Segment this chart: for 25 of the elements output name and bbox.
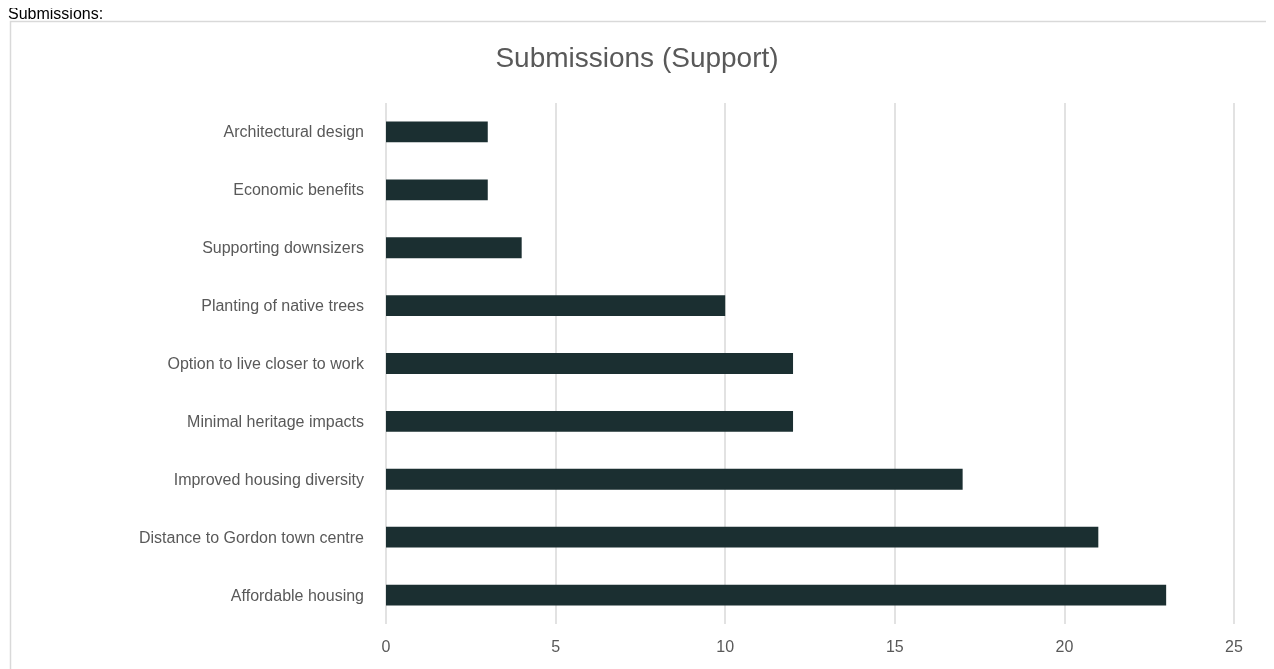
y-tick-label: Economic benefits <box>233 181 364 199</box>
y-tick-label: Affordable housing <box>230 586 364 604</box>
bar <box>386 353 794 374</box>
y-tick-label: Architectural design <box>223 123 364 141</box>
chart-title: Submissions (Support) <box>495 41 779 73</box>
bar <box>386 295 726 317</box>
x-tick-label: 5 <box>551 637 561 655</box>
y-tick-label: Distance to Gordon town centre <box>138 528 365 546</box>
x-tick-label: 25 <box>1225 637 1243 655</box>
y-tick-label: Improved housing diversity <box>173 470 364 488</box>
x-tick-label: 0 <box>381 637 391 655</box>
bar <box>386 121 488 143</box>
y-tick-label: Option to live closer to work <box>167 355 365 372</box>
bar <box>386 410 794 432</box>
bar <box>386 526 1099 548</box>
bar <box>386 179 488 201</box>
bar <box>386 468 963 490</box>
y-tick-label: Minimal heritage impacts <box>187 412 364 430</box>
y-tick-label: Supporting downsizers <box>202 239 364 257</box>
x-tick-label: 20 <box>1055 637 1074 655</box>
bar <box>386 584 1167 606</box>
bar <box>386 237 522 259</box>
x-tick-label: 15 <box>885 637 904 655</box>
x-tick-label: 10 <box>716 637 735 655</box>
y-tick-label: Planting of native trees <box>201 297 364 315</box>
